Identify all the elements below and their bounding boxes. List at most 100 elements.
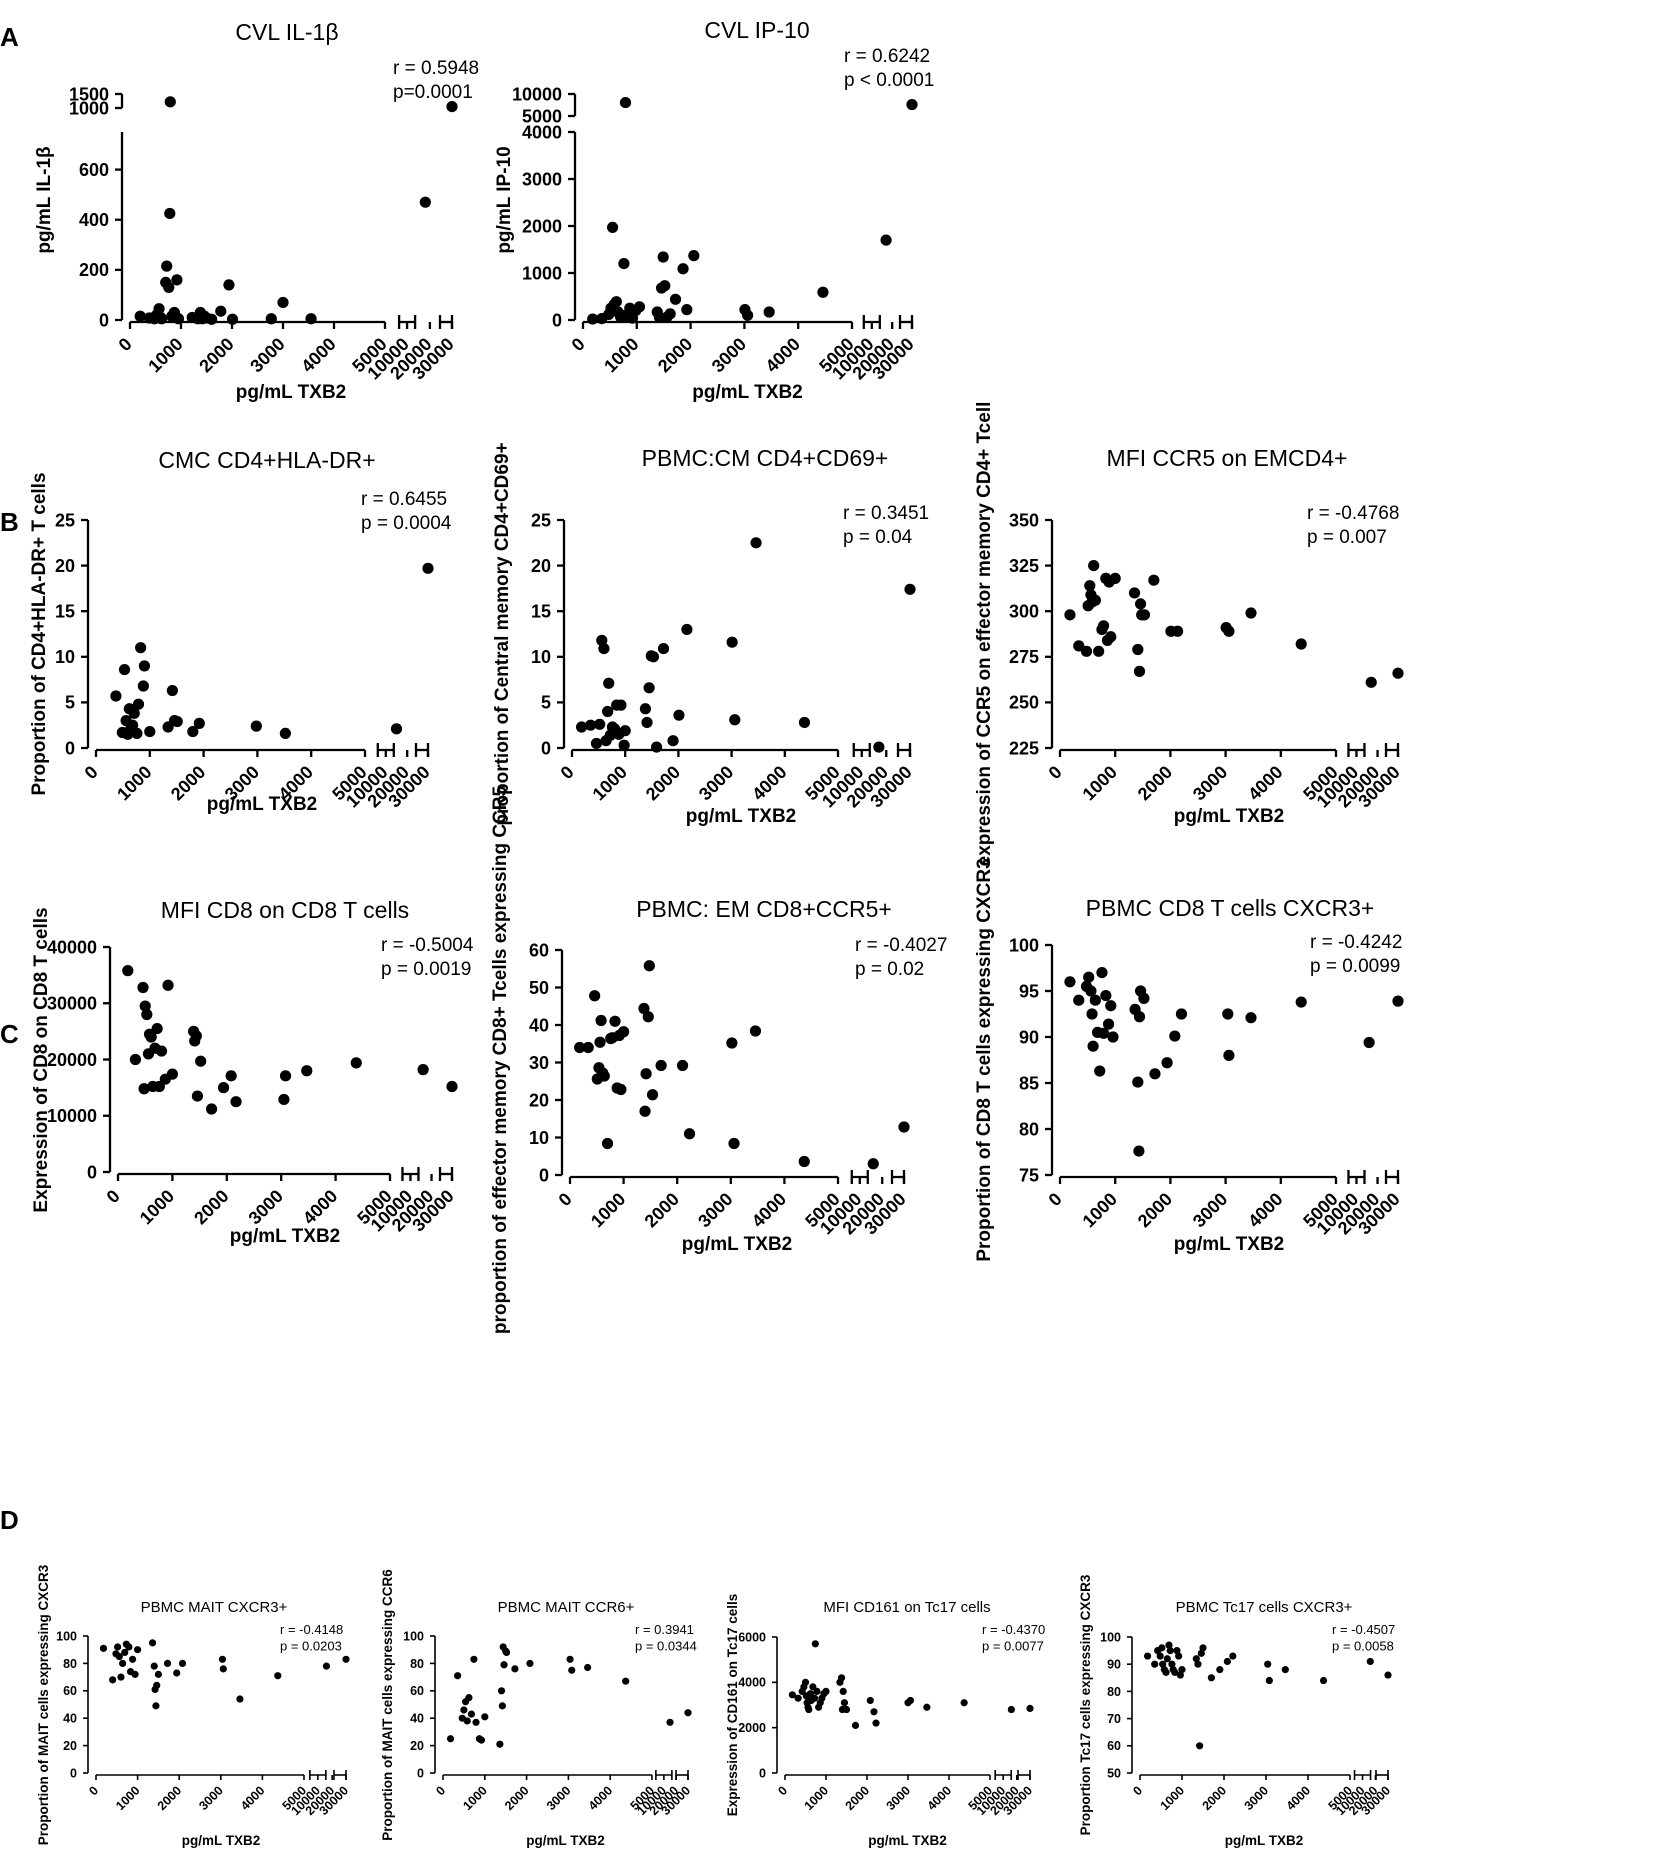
data-point <box>1175 1652 1183 1660</box>
data-point <box>1128 587 1141 599</box>
data-point <box>526 1659 534 1667</box>
data-point <box>676 1059 689 1072</box>
y-tick-label: 60 <box>529 940 549 960</box>
y-axis-label: Proportion of CD4+HLA-DR+ T cells <box>29 472 50 795</box>
data-point <box>1098 1027 1110 1039</box>
data-point <box>1087 1040 1099 1052</box>
y-tick-label: 225 <box>1009 738 1039 758</box>
data-point <box>422 562 434 574</box>
y-tick-label: 100 <box>1009 935 1039 955</box>
x-axis-label: pg/mL TXB2 <box>1225 1833 1304 1848</box>
data-point <box>870 1708 878 1716</box>
data-point <box>1132 643 1144 656</box>
data-point <box>481 1713 489 1721</box>
y-axis-label: Expression of CD8 on CD8 T cells <box>31 907 52 1212</box>
stat-p: p = 0.0019 <box>381 959 471 980</box>
panel-label-b: B <box>0 507 19 537</box>
y-tick-label: 60 <box>63 1684 77 1698</box>
data-point <box>726 1037 738 1049</box>
stat-p: p = 0.0099 <box>1310 956 1400 977</box>
y-tick-label: 0 <box>70 1766 77 1780</box>
data-point <box>153 303 165 315</box>
stat-r: r = -0.5004 <box>381 935 474 956</box>
data-point <box>1064 976 1076 988</box>
data-point <box>639 703 652 715</box>
data-point <box>1229 1652 1237 1660</box>
stat-p: p = 0.04 <box>843 527 913 548</box>
y-tick-label: 80 <box>410 1657 424 1671</box>
data-point <box>633 301 646 313</box>
chart-cxcr3cd8: PBMC CD8 T cells CXCR3+ r = -0.4242 p = 0.… <box>974 858 1404 1261</box>
y-tick-label: 275 <box>1009 647 1039 667</box>
data-point <box>585 719 597 731</box>
data-point <box>1138 609 1151 621</box>
stat-r: r = 0.5948 <box>393 58 479 79</box>
stat-p: p < 0.0001 <box>844 70 934 91</box>
data-point <box>173 1669 181 1677</box>
data-point <box>419 196 431 208</box>
data-point <box>215 305 227 317</box>
y-tick-label: 600 <box>79 160 109 180</box>
data-point <box>1138 992 1150 1004</box>
x-axis-label: pg/mL TXB2 <box>207 794 318 815</box>
chart-title: CVL IL-1β <box>235 19 338 45</box>
data-point <box>134 1646 142 1654</box>
y-tick-label: 10 <box>55 647 75 667</box>
stat-r: r = -0.4148 <box>280 1622 343 1637</box>
data-point <box>195 1055 207 1067</box>
data-point <box>587 313 599 325</box>
stat-r: r = 0.3451 <box>843 503 929 524</box>
data-point <box>114 1643 122 1651</box>
data-point <box>609 1015 621 1027</box>
stat-r: r = -0.4370 <box>982 1622 1045 1637</box>
y-tick-label: 0 <box>417 1766 424 1780</box>
data-point <box>305 313 317 325</box>
data-point <box>1295 996 1307 1008</box>
x-axis-label: pg/mL TXB2 <box>692 382 803 403</box>
data-point <box>274 1672 282 1680</box>
data-point <box>677 263 689 275</box>
data-point <box>417 1064 429 1076</box>
y-tick-label: 5 <box>541 693 551 713</box>
data-point <box>684 1709 692 1717</box>
y-tick-label: 25 <box>55 510 75 530</box>
data-point <box>1194 1660 1202 1668</box>
y-tick-label: 15 <box>55 602 75 622</box>
data-point <box>178 1659 187 1667</box>
data-point <box>342 1655 350 1663</box>
y-tick-label: 5 <box>65 693 75 713</box>
data-point <box>1107 1031 1119 1043</box>
data-point <box>1173 1647 1181 1655</box>
data-point <box>144 725 156 738</box>
data-point <box>1161 1057 1173 1069</box>
data-point <box>602 705 614 718</box>
data-point <box>598 1070 610 1082</box>
data-point <box>1159 1660 1167 1668</box>
data-point <box>301 1065 313 1077</box>
panel-label-c: C <box>0 1019 19 1049</box>
data-point <box>1132 1076 1144 1088</box>
data-point <box>138 660 151 672</box>
x-axis-label: pg/mL TXB2 <box>236 382 347 403</box>
data-point <box>131 1670 139 1678</box>
data-point <box>497 1687 506 1695</box>
data-point <box>1143 1652 1152 1660</box>
y-tick-label: 20 <box>410 1739 424 1753</box>
stat-p: p=0.0001 <box>393 82 473 103</box>
data-point <box>498 1702 506 1710</box>
data-point <box>110 690 122 702</box>
chart-title: CVL IP-10 <box>704 17 809 43</box>
data-point <box>1089 594 1101 606</box>
data-point <box>1162 1668 1170 1676</box>
y-axis-label: pg/mL IP-10 <box>494 146 515 253</box>
y-tick-label: 0 <box>759 1766 766 1780</box>
data-point <box>906 1696 915 1705</box>
y-axis-label: Proportion Tc17 cells expressing CXCR3 <box>1078 1574 1093 1835</box>
data-point <box>575 721 588 733</box>
data-point <box>250 720 262 732</box>
data-point <box>813 1687 821 1695</box>
y-tick-label: 50 <box>1107 1766 1121 1780</box>
data-point <box>129 1655 137 1663</box>
y-tick-label: 20 <box>55 556 75 576</box>
